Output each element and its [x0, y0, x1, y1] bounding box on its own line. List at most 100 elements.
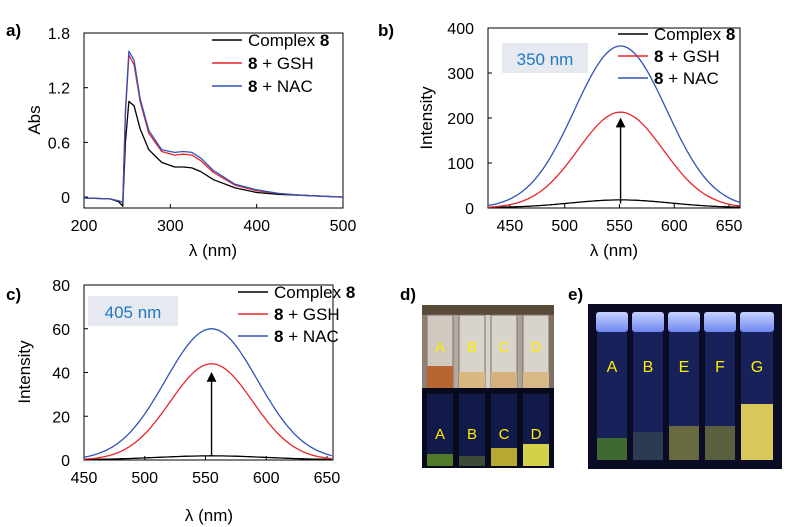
legend-c: Complex 8 8 + GSH 8 + NAC [238, 283, 355, 346]
photo-daylight-shadow [422, 305, 554, 315]
excitation-label-b: 350 nm [517, 50, 574, 69]
vial-daylight-b-liquid [459, 372, 485, 388]
vial-label: G [751, 359, 763, 376]
vial-e-e-liquid [669, 426, 699, 460]
vial-uv-b [459, 394, 485, 466]
y-tick-label: 60 [52, 322, 70, 339]
ticks-a: 200 300 400 500 0 0.6 1.2 1.8 [48, 26, 357, 235]
vial-label: E [679, 359, 690, 376]
y-tick-label: 20 [52, 409, 70, 426]
x-tick-label: 600 [661, 218, 688, 235]
y-axis-label-b: Intensity [417, 86, 436, 150]
legend-a: Complex 8 8 + GSH 8 + NAC [212, 31, 329, 96]
vial-daylight-a-liquid [427, 366, 453, 388]
vial-cap [704, 312, 736, 332]
y-tick-label: 0 [61, 190, 70, 207]
x-tick-label: 550 [606, 218, 633, 235]
legend-entry: Complex 8 [274, 283, 355, 302]
x-tick-label: 550 [192, 470, 219, 487]
vial-label: B [467, 426, 477, 443]
series-lines-a [83, 50, 344, 207]
plot-frame-a [83, 32, 344, 209]
x-axis-label-b: λ (nm) [590, 241, 638, 260]
series-line-blue [83, 328, 332, 458]
x-tick-label: 200 [71, 218, 98, 235]
x-axis-label-a: λ (nm) [189, 241, 237, 260]
series-line-red [487, 111, 741, 208]
series-line-black [84, 455, 332, 461]
y-tick-label: 300 [447, 66, 474, 83]
legend-entry: 8 + GSH [248, 54, 314, 73]
ticks-c: 450 500 550 600 650 0 20 40 60 80 [52, 278, 340, 487]
legend-b: Complex 8 8 + GSH 8 + NAC [618, 25, 735, 88]
legend-entry: 8 + GSH [654, 47, 720, 66]
vial-label: A [435, 339, 445, 356]
y-axis-label-a: Abs [25, 105, 44, 134]
x-axis-label-c: λ (nm) [185, 506, 233, 525]
legend-entry: 8 + NAC [248, 77, 313, 96]
panel-label-a: a) [6, 21, 21, 40]
vial-label: C [499, 339, 510, 356]
vial-uv-b-liquid [459, 456, 485, 466]
vial-uv-d-liquid [523, 444, 549, 466]
vial-label: A [435, 426, 445, 443]
x-tick-label: 300 [157, 218, 184, 235]
series-line-black [488, 199, 740, 208]
x-tick-label: 450 [497, 218, 524, 235]
y-axis-label-c: Intensity [15, 340, 34, 404]
y-tick-label: 400 [447, 21, 474, 38]
vial-label: C [499, 426, 510, 443]
y-tick-label: 1.8 [48, 26, 70, 43]
ticks-b: 450 500 550 600 650 0 100 200 300 400 [447, 21, 742, 235]
series-lines-c [83, 328, 332, 461]
daylight-vials [426, 314, 550, 389]
legend-entry: 8 + GSH [274, 305, 340, 324]
panel-label-d: d) [400, 285, 416, 304]
x-tick-label: 450 [71, 470, 98, 487]
x-tick-label: 650 [716, 218, 743, 235]
vial-uv-a-liquid [427, 454, 453, 466]
panel-label-b: b) [378, 21, 394, 40]
vial-label: D [531, 339, 542, 356]
vial-e-f-liquid [705, 426, 735, 460]
y-tick-label: 0.6 [48, 135, 70, 152]
vial-cap [596, 312, 628, 332]
vial-cap [740, 312, 774, 332]
x-tick-label: 500 [330, 218, 357, 235]
x-tick-label: 650 [314, 470, 341, 487]
panel-c: c) 450 500 550 600 650 0 20 40 60 80 405 nm Inten… [6, 278, 355, 525]
y-tick-label: 100 [447, 156, 474, 173]
y-tick-label: 80 [52, 278, 70, 295]
x-tick-label: 500 [551, 218, 578, 235]
vial-daylight-d-liquid [523, 372, 549, 388]
vial-e-a-liquid [597, 438, 627, 460]
vial-cap [668, 312, 700, 332]
legend-entry: Complex 8 [654, 25, 735, 44]
panel-b: b) 450 500 550 600 650 0 100 200 300 400 350 nm I… [378, 21, 742, 260]
legend-entry: 8 + NAC [274, 327, 339, 346]
panel-label-e: e) [568, 285, 583, 304]
x-tick-label: 400 [243, 218, 270, 235]
vial-label: A [607, 359, 618, 376]
panel-d: d) A B C D A B C D [400, 285, 554, 468]
series-line-blue [487, 45, 741, 207]
vial-cap [632, 312, 664, 332]
excitation-label-c: 405 nm [105, 303, 162, 322]
y-tick-label: 0 [61, 453, 70, 470]
series-lines-b [487, 45, 741, 208]
legend-entry: 8 + NAC [654, 69, 719, 88]
vial-uv-c-liquid [491, 448, 517, 466]
vial-e-g-liquid [741, 404, 773, 460]
legend-entry: Complex 8 [248, 31, 329, 50]
panel-label-c: c) [6, 285, 21, 304]
vial-label: D [531, 426, 542, 443]
vial-e-b-liquid [633, 432, 663, 460]
y-tick-label: 200 [447, 111, 474, 128]
panel-a: a) 200 300 400 500 0 0.6 1.2 1.8 Abs λ (nm) Com… [6, 21, 356, 260]
panel-e: e) A B E F G [568, 285, 782, 469]
vial-label: B [467, 339, 477, 356]
x-tick-label: 500 [131, 470, 158, 487]
series-line-blue [83, 50, 344, 204]
excitation-badge-b [502, 43, 588, 73]
